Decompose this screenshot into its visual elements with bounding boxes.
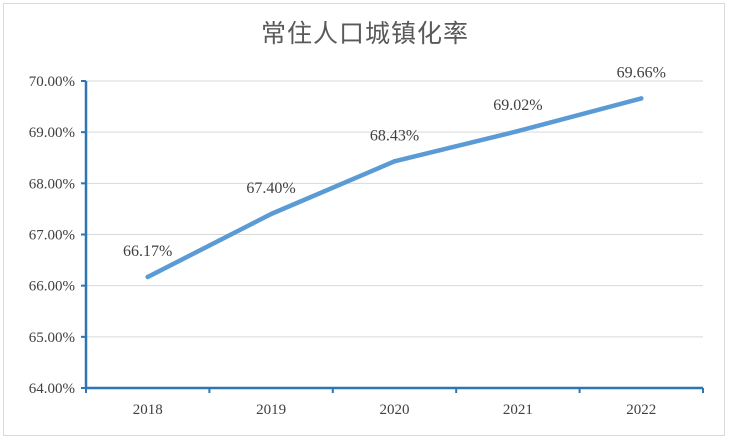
x-tick-label: 2020 — [380, 402, 410, 418]
data-label: 66.17% — [123, 243, 172, 260]
data-point — [268, 211, 274, 217]
data-point — [392, 159, 397, 164]
data-point — [515, 128, 521, 134]
label-layer: 64.00% 65.00% 66.00% 67.00% 68.00% 69.00% 70.0… — [29, 64, 666, 418]
y-tick-label: 69.00% — [29, 125, 75, 141]
x-tick-label: 2021 — [503, 402, 533, 418]
y-tick-label: 68.00% — [29, 176, 75, 192]
data-label: 68.43% — [370, 127, 419, 144]
x-tick-label: 2022 — [626, 402, 656, 418]
series-layer — [145, 96, 644, 280]
chart-frame — [3, 3, 725, 436]
series-line — [145, 96, 644, 280]
data-label: 69.66% — [617, 64, 666, 81]
y-tick-label: 67.00% — [29, 228, 75, 244]
y-tick-label: 66.00% — [29, 279, 75, 295]
data-point — [145, 274, 150, 280]
data-point — [639, 96, 644, 101]
chart-title: 常住人口城镇化率 — [260, 19, 469, 48]
y-tick-label: 64.00% — [29, 381, 75, 397]
x-tick-label: 2018 — [133, 402, 163, 418]
grid-layer — [86, 80, 703, 338]
axis-layer — [81, 80, 704, 393]
data-label: 69.02% — [493, 97, 542, 114]
data-label: 67.40% — [246, 180, 295, 197]
x-tick-label: 2019 — [256, 402, 286, 418]
y-tick-label: 65.00% — [29, 330, 75, 346]
y-tick-label: 70.00% — [29, 74, 75, 90]
